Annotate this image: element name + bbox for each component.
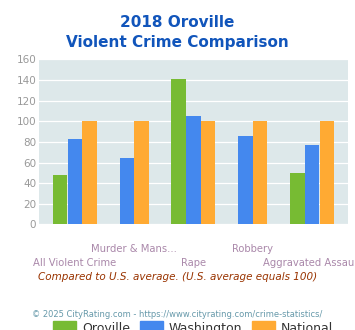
Bar	[171, 79, 186, 224]
Text: Rape: Rape	[181, 258, 206, 268]
Legend: Oroville, Washington, National: Oroville, Washington, National	[49, 316, 338, 330]
Text: Robbery: Robbery	[233, 244, 273, 254]
Text: 2018 Oroville: 2018 Oroville	[120, 15, 235, 30]
Bar	[82, 121, 97, 224]
Text: Violent Crime Comparison: Violent Crime Comparison	[66, 35, 289, 50]
Bar	[53, 175, 67, 224]
Text: Murder & Mans...: Murder & Mans...	[91, 244, 177, 254]
Bar	[67, 139, 82, 224]
Text: Compared to U.S. average. (U.S. average equals 100): Compared to U.S. average. (U.S. average …	[38, 272, 317, 282]
Bar	[186, 116, 201, 224]
Bar	[238, 136, 252, 224]
Text: Aggravated Assault: Aggravated Assault	[263, 258, 355, 268]
Bar	[305, 145, 320, 224]
Bar	[320, 121, 334, 224]
Bar	[290, 173, 305, 224]
Bar	[201, 121, 215, 224]
Bar	[120, 158, 134, 224]
Bar	[135, 121, 149, 224]
Bar	[253, 121, 267, 224]
Text: © 2025 CityRating.com - https://www.cityrating.com/crime-statistics/: © 2025 CityRating.com - https://www.city…	[32, 310, 323, 319]
Text: All Violent Crime: All Violent Crime	[33, 258, 116, 268]
